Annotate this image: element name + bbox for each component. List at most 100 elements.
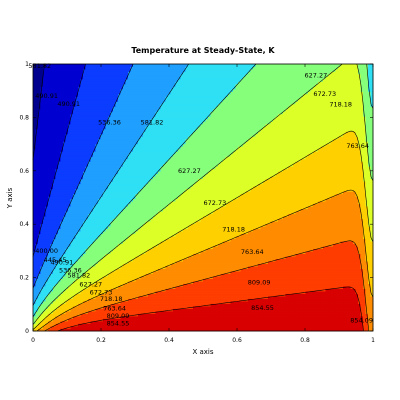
contour-band-cell [95, 256, 99, 259]
contour-band-cell [83, 68, 86, 72]
contour-band-cell [58, 64, 61, 67]
contour-band-cell [148, 208, 151, 212]
contour-band-cell [108, 153, 111, 157]
contour-band-cell [140, 208, 144, 212]
contour-band-cell [143, 291, 146, 294]
contour-band-cell [53, 311, 56, 314]
contour-band-cell [53, 241, 56, 245]
contour-band-cell [78, 133, 81, 137]
contour-band-cell [120, 73, 124, 77]
contour-band-cell [53, 93, 56, 97]
contour-band-cell [140, 288, 144, 292]
contour-band-cell [88, 288, 91, 292]
contour-band-cell [73, 253, 76, 257]
contour-band-cell [50, 321, 54, 324]
contour-band-cell [90, 248, 94, 252]
contour-band-cell [65, 213, 69, 217]
contour-band-cell [58, 91, 61, 95]
contour-band-cell [35, 173, 39, 177]
contour-band-cell [98, 321, 101, 324]
contour-band-cell [118, 256, 121, 259]
contour-band-cell [58, 203, 61, 207]
contour-band-cell [113, 196, 116, 200]
contour-band-cell [113, 318, 116, 322]
contour-band-cell [58, 281, 61, 284]
contour-band-cell [60, 113, 64, 117]
contour-band-cell [103, 256, 106, 259]
contour-band-cell [80, 86, 84, 90]
contour-band-cell [110, 131, 114, 135]
contour-band-cell [135, 113, 139, 117]
contour-band-cell [133, 166, 136, 170]
contour-band-cell [128, 66, 131, 70]
contour-band-cell [120, 248, 124, 252]
contour-band-cell [108, 301, 111, 304]
contour-band-cell [108, 108, 111, 112]
contour-band-cell [108, 308, 111, 312]
contour-band-cell [85, 108, 89, 112]
contour-band-cell [90, 271, 94, 274]
contour-band-cell [33, 193, 36, 197]
contour-band-cell [133, 211, 136, 215]
contour-band-cell [98, 136, 101, 140]
contour-band-cell [105, 151, 109, 155]
contour-band-cell [50, 138, 54, 142]
contour-band-cell [50, 183, 54, 187]
contour-band-cell [120, 228, 124, 232]
contour-band-cell [73, 156, 76, 160]
contour-band-cell [40, 173, 44, 177]
contour-band-cell [45, 296, 49, 299]
contour-band-cell [105, 193, 109, 197]
contour-band-cell [68, 198, 71, 202]
contour-band-cell [138, 86, 141, 90]
contour-band-cell [130, 241, 134, 245]
contour-band-cell [75, 106, 79, 110]
contour-band-cell [100, 113, 104, 117]
contour-band-cell [123, 223, 126, 227]
contour-band-cell [80, 123, 84, 127]
contour-band-cell [130, 323, 134, 327]
contour-band-cell [88, 228, 91, 232]
contour-band-cell [33, 176, 36, 180]
contour-band-cell [118, 198, 121, 202]
contour-band-cell [130, 273, 134, 277]
contour-band-cell [90, 181, 94, 185]
contour-band-cell [105, 66, 109, 70]
contour-band-cell [105, 256, 109, 259]
contour-band-cell [130, 118, 134, 122]
contour-band-cell [125, 326, 129, 329]
contour-band-cell [65, 221, 69, 225]
contour-band-cell [38, 146, 41, 150]
contour-band-cell [50, 233, 54, 237]
contour-band-cell [63, 298, 66, 302]
contour-band-cell [38, 296, 41, 299]
contour-band-cell [60, 126, 64, 130]
contour-band-cell [78, 96, 81, 100]
contour-band-cell [103, 211, 106, 215]
contour-band-cell [128, 181, 131, 185]
contour-band-cell [138, 141, 141, 145]
contour-band-cell [143, 176, 146, 180]
contour-band-cell [43, 268, 46, 272]
contour-band-cell [98, 156, 101, 160]
contour-band-cell [120, 173, 124, 177]
contour-band-cell [55, 96, 59, 100]
contour-band-cell [90, 98, 94, 102]
contour-band-cell [45, 216, 49, 220]
contour-band-cell [145, 193, 149, 197]
contour-band-cell [50, 243, 54, 247]
contour-band-cell [60, 303, 64, 307]
contour-band-cell [85, 198, 89, 202]
contour-band-cell [118, 251, 121, 254]
contour-band-cell [78, 156, 81, 160]
contour-band-cell [40, 313, 44, 317]
contour-band-cell [128, 323, 131, 327]
contour-band-cell [68, 106, 71, 110]
contour-band-cell [135, 98, 139, 102]
contour-band-cell [78, 66, 81, 70]
contour-band-cell [140, 96, 144, 100]
contour-band-cell [45, 263, 49, 267]
contour-band-cell [53, 296, 56, 299]
contour-band-cell [123, 83, 126, 87]
contour-band-cell [48, 308, 51, 312]
